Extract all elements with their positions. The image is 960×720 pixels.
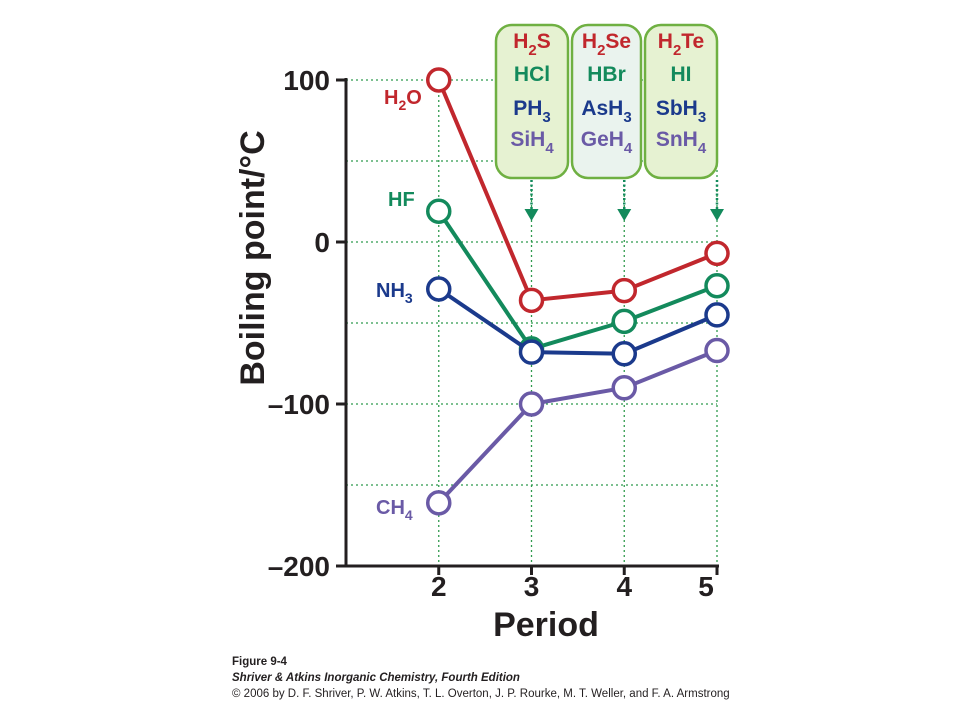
annotation-formula: H2S [513, 30, 551, 59]
figure-number: Figure 9-4 [232, 656, 287, 668]
data-point [426, 276, 452, 302]
data-point [518, 339, 545, 365]
series-line [437, 287, 718, 356]
data-point [704, 302, 730, 328]
data-point [611, 341, 637, 367]
data-point [518, 391, 545, 417]
data-point [704, 240, 730, 267]
series-group15: NH3 [376, 276, 730, 367]
x-tick-label: 3 [524, 571, 540, 602]
annotation-arrow-head [710, 209, 724, 221]
data-point [426, 490, 452, 516]
data-point [426, 67, 452, 93]
annotation-formula: PH3 [513, 97, 551, 126]
x-axis-title: Period [493, 606, 599, 644]
annotation-formula: GeH4 [581, 128, 633, 157]
series-label: HF [388, 189, 415, 211]
figure-caption: Figure 9-4 Shriver & Atkins Inorganic Ch… [232, 654, 730, 702]
annotation-formula: H2Te [658, 30, 704, 59]
data-point [704, 337, 730, 364]
annotation-box-frame [494, 23, 570, 180]
annotation-formula: HI [671, 63, 692, 86]
series-group14: CH4 [376, 337, 730, 523]
data-point [518, 287, 545, 314]
series-line [436, 79, 718, 303]
y-tick-label: –200 [268, 551, 330, 582]
series-group17: HF [388, 189, 730, 362]
series-group16: H2O [384, 67, 730, 314]
y-tick-label: –100 [268, 389, 330, 420]
series-label: CH4 [376, 497, 413, 523]
series-line [437, 210, 718, 351]
data-point [426, 198, 452, 224]
x-tick-label: 5 [698, 571, 714, 602]
annotation-formula: HCl [514, 63, 550, 86]
annotation-box-frame [570, 23, 643, 180]
copyright-line: © 2006 by D. F. Shriver, P. W. Atkins, T… [232, 688, 730, 700]
series-label: H2O [384, 87, 422, 113]
data-point [704, 272, 730, 299]
annotation-formula: AsH3 [581, 97, 631, 126]
data-point [611, 308, 637, 335]
data-point [611, 277, 637, 304]
annotation-formula: SbH3 [656, 97, 706, 126]
annotation-formula: SnH4 [656, 128, 707, 157]
y-tick-label: 100 [283, 65, 330, 96]
book-title: Shriver & Atkins Inorganic Chemistry, Fo… [232, 672, 520, 684]
annotation-formula: HBr [587, 63, 626, 86]
y-tick-label: 0 [314, 227, 330, 258]
series-label: NH3 [376, 280, 413, 306]
x-tick-label: 2 [431, 571, 447, 602]
y-axis-title: Boiling point/°C [234, 130, 272, 385]
data-point [611, 375, 637, 401]
annotation-formula: H2Se [582, 30, 631, 59]
series-line [437, 348, 718, 505]
annotation-formula: SiH4 [510, 128, 554, 157]
annotation-arrow-head [617, 209, 632, 221]
annotation-arrow-head [524, 209, 539, 221]
x-tick-label: 4 [616, 571, 632, 602]
annotation-box-frame [643, 23, 719, 180]
